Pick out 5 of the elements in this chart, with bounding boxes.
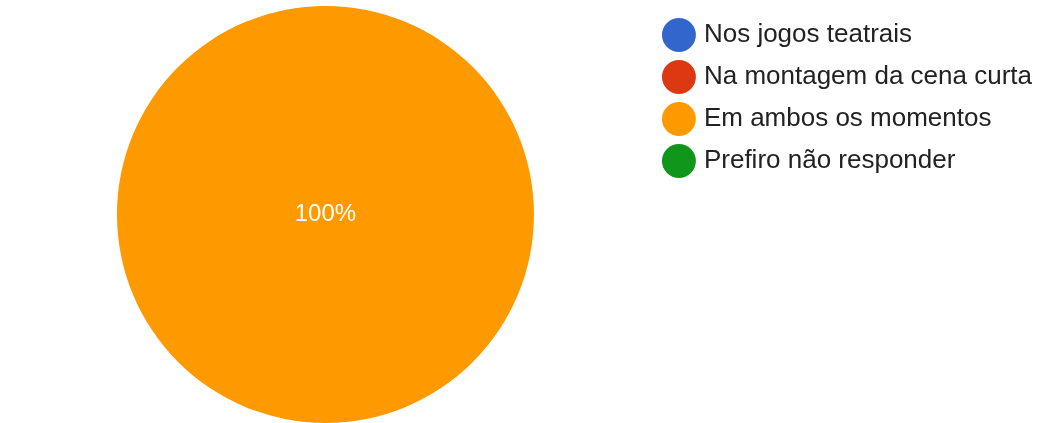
data-label: 100% xyxy=(294,199,357,227)
legend-label: Na montagem da cena curta xyxy=(703,60,1033,91)
legend-label: Nos jogos teatrais xyxy=(703,18,913,49)
legend-label: Em ambos os momentos xyxy=(703,102,992,133)
legend-label: Prefiro não responder xyxy=(703,144,956,175)
